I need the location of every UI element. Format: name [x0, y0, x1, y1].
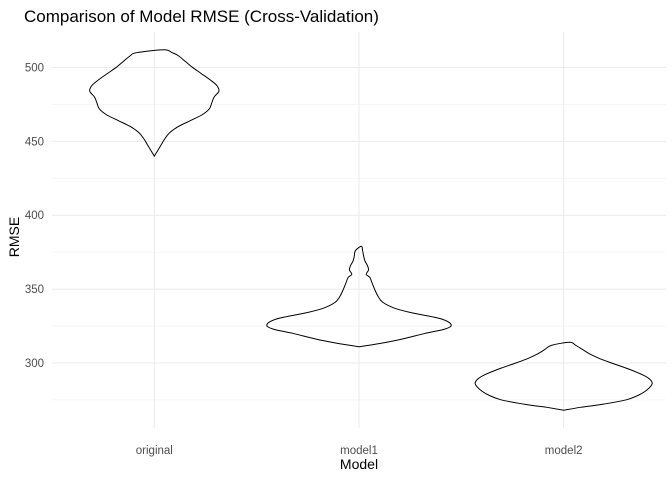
- y-tick-label: 300: [25, 358, 44, 370]
- y-tick-label: 500: [25, 62, 44, 74]
- x-tick-label: original: [136, 445, 173, 457]
- violins: [89, 49, 653, 411]
- x-tick-label: model1: [340, 445, 378, 457]
- grid: [52, 32, 666, 428]
- y-axis-ticks: 300 350 400 450 500: [25, 62, 44, 370]
- y-tick-label: 400: [25, 210, 44, 222]
- y-tick-label: 350: [25, 284, 44, 296]
- x-axis-title: Model: [340, 456, 378, 472]
- violin-model2: [474, 341, 653, 411]
- x-axis-ticks: original model1 model2: [136, 445, 583, 457]
- violin-original: [89, 49, 220, 158]
- chart-title: Comparison of Model RMSE (Cross-Validati…: [24, 7, 379, 26]
- violin-model1: [266, 245, 452, 348]
- y-tick-label: 450: [25, 136, 44, 148]
- x-tick-label: model2: [545, 445, 583, 457]
- y-axis-title: RMSE: [6, 217, 22, 257]
